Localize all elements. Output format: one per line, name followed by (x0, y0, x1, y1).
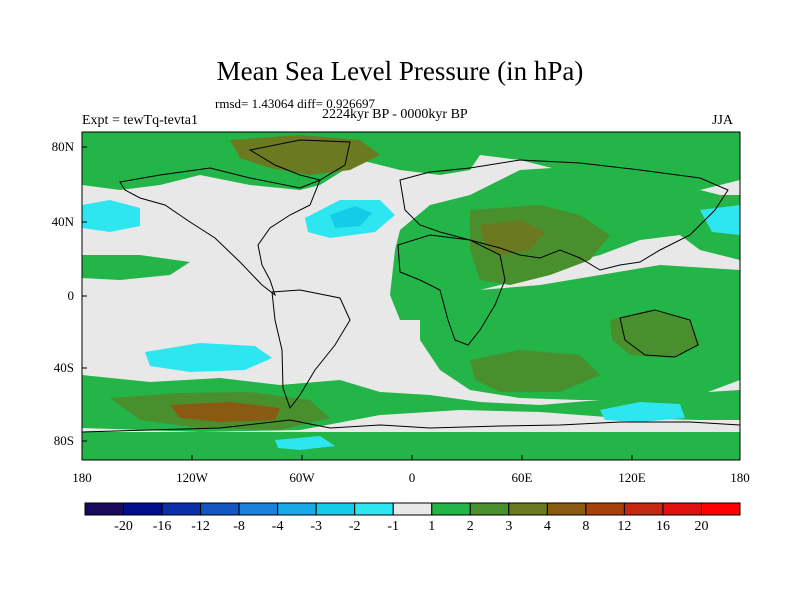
field-neg1-npacific (82, 200, 140, 232)
colorbar-swatch (277, 502, 317, 516)
lat-label-80s: 80S (53, 433, 74, 448)
coast-antarctica (81, 419, 741, 433)
colorbar-swatch (238, 502, 279, 516)
colorbar-label: 20 (694, 519, 709, 534)
axis-ticks (81, 146, 741, 460)
coast-europe-asia (399, 159, 729, 271)
colorbar-swatch (392, 502, 433, 516)
lon-label-180e: 180 (730, 470, 750, 485)
colorbar-swatch (84, 502, 125, 516)
colorbar-swatch (585, 502, 625, 516)
lat-label-40n: 40N (51, 214, 74, 229)
field-pos3-greenland (230, 135, 380, 175)
colorbar-swatch (508, 502, 548, 516)
colorbar-swatch (315, 502, 356, 516)
colorbar-label: 2 (466, 519, 474, 534)
colorbar-label: 8 (582, 519, 590, 534)
field-neg2-natlantic (330, 206, 372, 228)
field-pos1-tropical-pacific (82, 255, 190, 280)
colorbar-swatch (700, 502, 741, 516)
lat-label-40s: 40S (53, 360, 74, 375)
lon-label-60w: 60W (289, 470, 315, 485)
field-neg1-antarctic-west (275, 436, 335, 450)
coast-greenland (248, 139, 351, 181)
season-label: JJA (712, 113, 734, 128)
period-label: 2224kyr BP - 0000kyr BP (322, 107, 468, 122)
colorbar-label: -4 (271, 519, 284, 534)
experiment-label: Expt = tewTq-tevta1 (82, 113, 198, 128)
coast-australia (619, 309, 699, 358)
field-neg1-ne-pacific (700, 205, 740, 235)
stats-line: rmsd= 1.43064 diff= 0.926697 (215, 96, 375, 111)
field-pos1-south-neutral-strip (82, 410, 740, 432)
field-pos2-indian (470, 350, 600, 392)
colorbar-label: 3 (505, 519, 513, 534)
field-neg1-spacific (145, 343, 272, 372)
lon-label-0: 0 (408, 470, 416, 485)
colorbar-label: -16 (152, 519, 172, 534)
colorbar (84, 502, 741, 516)
field-pos4-south (170, 402, 280, 422)
coastlines (81, 139, 741, 433)
lat-label-80n: 80N (51, 139, 74, 154)
colorbar-label: -20 (114, 519, 133, 534)
lon-label-180w: 180 (72, 470, 92, 485)
colorbar-label: 1 (428, 519, 436, 534)
field-pos3-asia (480, 220, 545, 255)
colorbar-label: 16 (655, 519, 670, 534)
colorbar-swatch (546, 502, 587, 516)
lon-label-120e: 120E (618, 470, 646, 485)
lat-label-0: 0 (67, 288, 75, 303)
colorbar-swatch (123, 502, 163, 516)
lon-label-120w: 120W (176, 470, 208, 485)
colorbar-label: -1 (387, 519, 400, 534)
colorbar-swatch (662, 502, 702, 516)
colorbar-swatch (200, 502, 240, 516)
coast-south-america (271, 289, 351, 410)
colorbar-label: -12 (191, 519, 210, 534)
colorbar-swatch (161, 502, 202, 516)
colorbar-swatch (431, 502, 471, 516)
colorbar-label: 4 (543, 519, 551, 534)
pressure-contours (82, 132, 740, 460)
lon-label-60e: 60E (511, 470, 533, 485)
coast-north-america (119, 167, 321, 297)
colorbar-swatch (469, 502, 510, 516)
colorbar-swatch (623, 502, 664, 516)
colorbar-swatch (354, 502, 394, 516)
colorbar-label: -3 (310, 519, 322, 534)
coast-africa (397, 234, 506, 346)
colorbar-label: -2 (348, 519, 361, 534)
colorbar-label: -8 (233, 519, 245, 534)
colorbar-label: 12 (617, 519, 632, 534)
field-neg1-antarctic-east (600, 402, 685, 422)
map-title: Mean Sea Level Pressure (in hPa) (216, 56, 584, 86)
